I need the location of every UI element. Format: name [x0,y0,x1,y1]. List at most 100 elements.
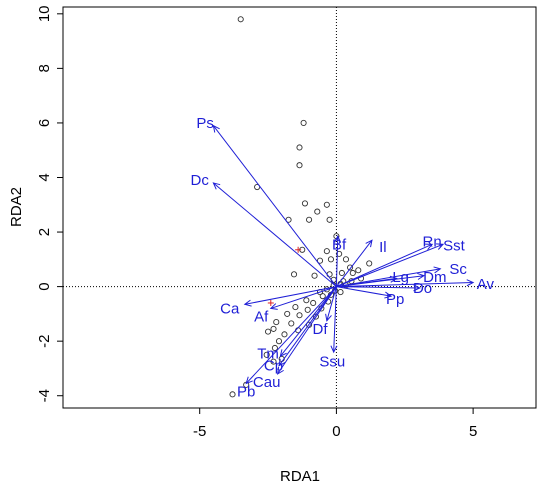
site-point [303,297,310,304]
arrow-label: Pb [237,384,255,401]
arrow-head [384,291,393,299]
site-point [273,319,280,326]
arrow-head [212,124,220,133]
site-point [270,358,277,365]
site-point [314,208,321,215]
centroid-markers [267,246,302,306]
arrow-shaft [212,125,337,287]
arrow-head [365,239,373,248]
x-tick-label: -5 [193,423,206,440]
site-point [270,325,277,332]
arrow-head [466,279,475,287]
centroid-plus [295,246,302,253]
arrow-lg: Lg [336,269,409,288]
plot-frame [62,6,537,409]
arrow-head [425,243,434,250]
arrow-ps: Ps [196,115,337,287]
site-point [296,162,303,169]
site-point [337,289,344,296]
arrow-label: Sst [443,238,466,255]
site-point [326,216,333,223]
arrow-label: Do [413,280,432,297]
arrow-pp: Pp [336,286,404,308]
site-point [229,391,236,398]
site-point [330,276,337,283]
x-tick-label: 5 [469,423,477,440]
arrow-bf: Bf [332,234,347,287]
arrow-label: Af [254,309,269,326]
arrow-label: Pp [386,291,404,308]
site-point [284,310,291,317]
site-point [310,299,317,307]
y-tick-label: -4 [36,389,53,402]
site-point [336,250,343,257]
site-point [288,320,295,327]
site-point [275,338,283,345]
arrow-shaft [335,236,339,287]
arrow-do: Do [336,280,432,297]
site-point [285,216,292,223]
site-point [263,351,270,358]
y-tick-label: 10 [36,5,53,22]
site-point [306,216,313,223]
site-point [323,248,330,255]
arrow-shaft [336,239,373,287]
arrow-head [245,376,253,385]
site-point [292,304,299,311]
site-point [296,144,303,151]
site-point [311,272,318,279]
arrow-shaft [336,277,397,288]
arrow-shaft [336,286,420,289]
arrow-cau: Cau [253,286,337,391]
arrow-label: Dm [423,269,446,286]
site-point [237,16,244,23]
arrow-af: Af [254,286,337,326]
site-point [366,260,373,267]
y-tick-label: 8 [36,64,53,72]
y-tick-label: 6 [36,119,53,127]
site-point [265,328,272,335]
site-point [349,269,356,277]
y-axis: -4 -2 0 2 4 6 8 10 [36,5,63,402]
y-tick-label: 2 [36,228,53,236]
arrow-shaft [336,286,392,297]
site-point [319,293,326,300]
arrow-label: Dc [191,172,210,189]
y-axis-title: RDA2 [8,187,25,227]
arrow-sc: Sc [336,261,467,288]
site-point [323,201,330,208]
x-tick-label: 0 [332,423,340,440]
arrow-shaft [336,282,474,288]
arrow-head [413,284,421,292]
centroid-plus [267,299,274,306]
arrow-head [334,234,342,243]
site-point [342,256,350,263]
arrow-il: Il [336,239,387,287]
arrow-label: Tm [257,345,279,362]
arrow-shaft [336,243,444,288]
site-point [316,257,324,264]
arrow-shaft [245,286,337,384]
arrow-label: Lg [392,269,409,286]
arrow-shaft [213,182,337,287]
arrow-head [417,272,426,280]
arrow-head [278,358,286,367]
site-point [327,256,334,263]
site-point [304,306,311,313]
y-tick-label: -2 [36,334,53,347]
arrow-label: Sc [449,261,467,278]
arrow-head [269,303,278,310]
site-point [326,271,333,278]
site-point [290,271,298,278]
arrow-shaft [326,286,337,321]
arrow-df: Df [313,286,337,338]
arrow-shaft [244,286,337,305]
arrow-head [330,345,338,354]
x-axis-title: RDA1 [280,468,320,485]
arrow-shaft [278,286,337,367]
site-point [355,267,362,274]
arrow-shaft [277,286,337,375]
arrow-ca: Ca [220,286,337,317]
arrow-ssu: Ssu [319,286,345,371]
